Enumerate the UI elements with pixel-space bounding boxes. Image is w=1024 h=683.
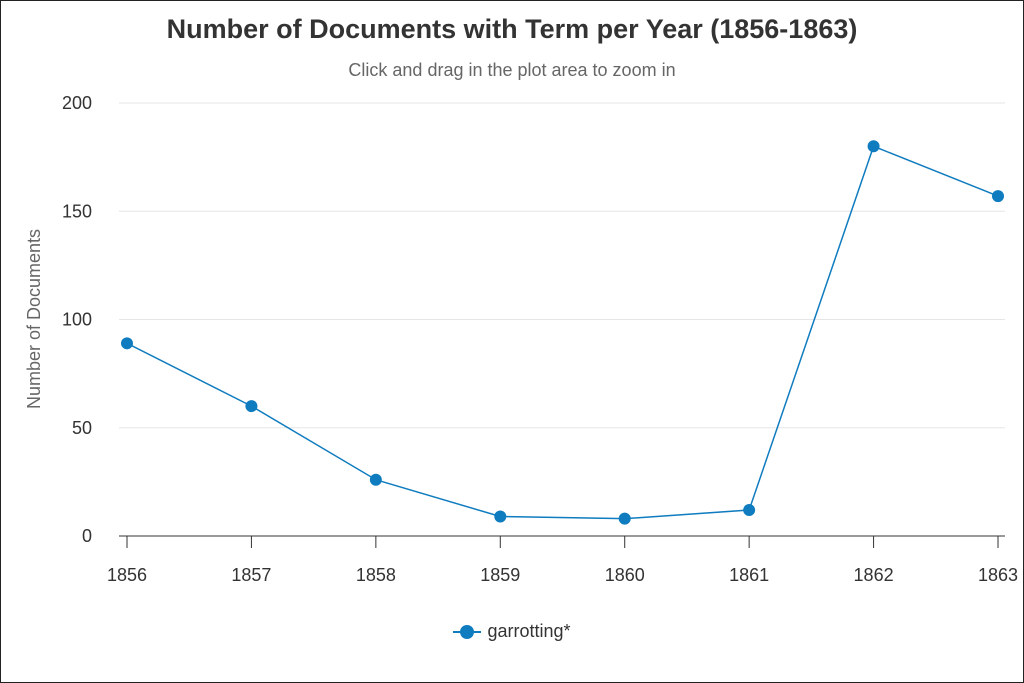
grid-lines (119, 102, 1005, 429)
data-point-1856[interactable] (121, 337, 133, 350)
x-tick-label: 1861 (729, 565, 769, 585)
x-tick-label: 1863 (978, 565, 1018, 585)
x-tick-labels: 1856 1857 1858 1859 1860 1861 1862 1863 (107, 565, 1018, 585)
data-point-1863[interactable] (992, 190, 1004, 203)
data-point-1862[interactable] (867, 140, 880, 153)
y-tick-label: 0 (82, 526, 92, 546)
x-tick-label: 1860 (605, 565, 645, 585)
legend-label: garrotting* (487, 621, 571, 641)
y-axis-title: Number of Documents (24, 229, 44, 409)
y-tick-label: 100 (62, 310, 92, 330)
series-line (126, 145, 999, 520)
x-tick-label: 1857 (231, 565, 271, 585)
series-garrotting (121, 140, 1004, 525)
chart-subtitle: Click and drag in the plot area to zoom … (348, 60, 676, 80)
data-point-1857[interactable] (245, 400, 258, 413)
x-axis (119, 535, 1005, 548)
x-tick-label: 1862 (854, 565, 894, 585)
chart-title: Number of Documents with Term per Year (… (166, 14, 858, 44)
data-point-1861[interactable] (743, 504, 756, 517)
data-point-1859[interactable] (494, 510, 507, 523)
y-tick-label: 200 (62, 93, 92, 113)
y-tick-labels: 0 50 100 150 200 (62, 93, 92, 546)
data-point-1860[interactable] (618, 512, 631, 525)
x-tick-label: 1859 (480, 565, 520, 585)
x-tick-label: 1858 (356, 565, 396, 585)
y-tick-label: 150 (62, 201, 92, 221)
legend-item-garrotting[interactable]: garrotting* (453, 621, 571, 642)
data-point-1858[interactable] (369, 473, 382, 486)
y-tick-label: 50 (72, 418, 92, 438)
legend-marker-icon (453, 624, 482, 639)
legend: garrotting* (0, 621, 1024, 644)
x-tick-label: 1856 (107, 565, 147, 585)
